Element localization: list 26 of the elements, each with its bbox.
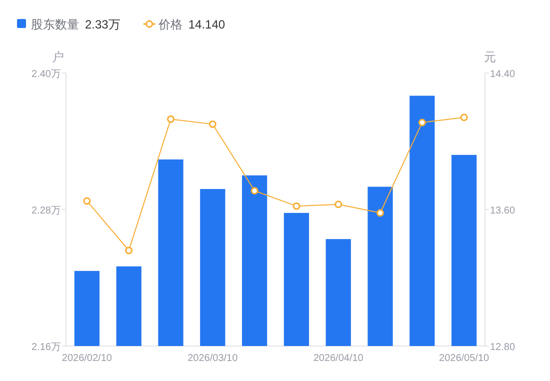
point xyxy=(334,200,342,208)
point xyxy=(460,114,468,122)
y2-tick-label: 14.40 xyxy=(490,69,516,80)
text: 2.33万 xyxy=(85,18,120,32)
y2-axis-title: 元 xyxy=(484,50,496,64)
x-tick-label: 2026/04/10 xyxy=(313,353,364,364)
point xyxy=(125,246,133,254)
legend-label: 价格 xyxy=(157,18,182,32)
point xyxy=(292,202,300,210)
y-tick-label: 2.28万 xyxy=(32,206,61,216)
y2-tick-label: 13.60 xyxy=(490,206,516,216)
y-axis-title: 户 xyxy=(52,50,64,64)
y-tick-label: 2.40万 xyxy=(32,69,61,80)
x-tick-label: 2026/05/10 xyxy=(439,353,490,364)
y-tick-label: 2.16万 xyxy=(32,342,61,353)
point xyxy=(250,186,258,194)
point xyxy=(418,118,426,126)
point xyxy=(83,197,91,205)
point xyxy=(167,115,174,123)
text: 14.140 xyxy=(188,18,226,32)
y2-tick-label: 12.80 xyxy=(490,342,516,353)
point xyxy=(376,209,384,217)
point xyxy=(208,120,216,128)
x-tick-label: 2026/02/10 xyxy=(62,353,112,364)
x-tick-label: 2026/03/10 xyxy=(188,353,238,364)
legend-label: 股东数量 xyxy=(31,18,79,32)
